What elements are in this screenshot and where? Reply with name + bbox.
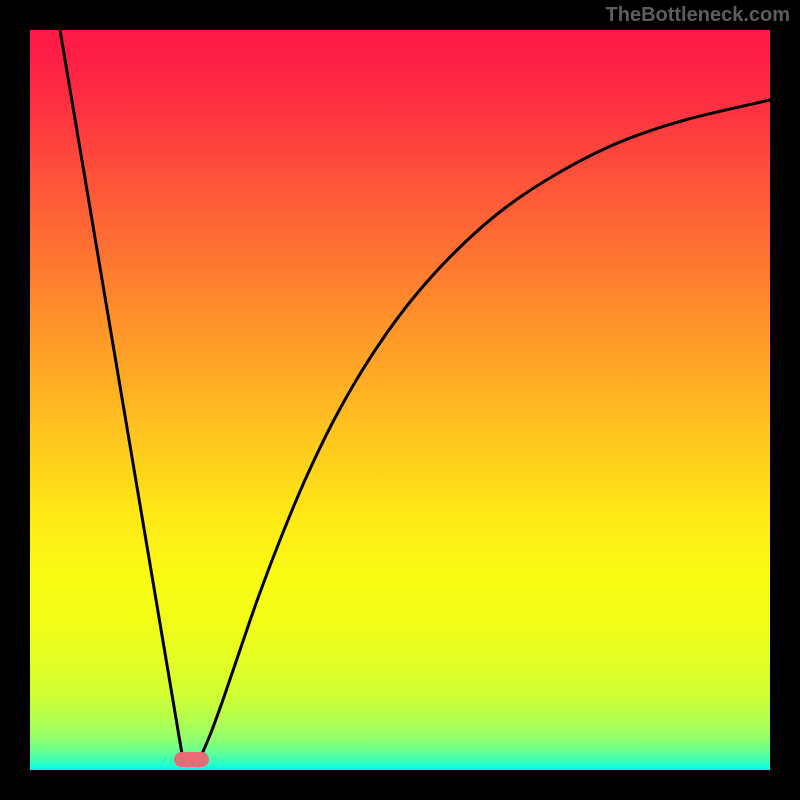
bottleneck-curve (30, 30, 770, 770)
plot-area (30, 30, 770, 770)
curve-path (60, 30, 770, 760)
watermark-text: TheBottleneck.com (606, 4, 790, 27)
chart-container: TheBottleneck.com (0, 0, 800, 800)
valley-marker (174, 752, 210, 767)
